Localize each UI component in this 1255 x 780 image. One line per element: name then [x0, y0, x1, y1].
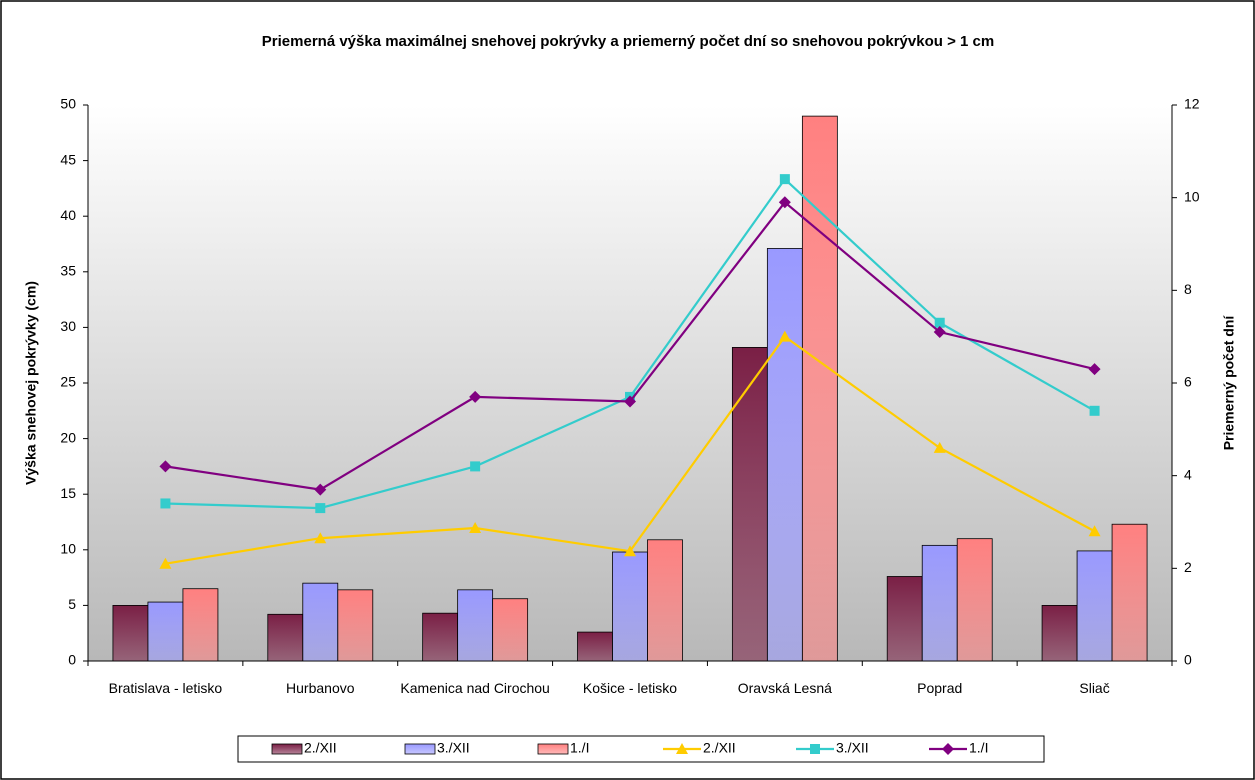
x-tick-label: Hurbanovo	[286, 680, 355, 696]
bar	[147, 601, 184, 662]
chart-title: Priemerná výška maximálnej snehovej pokr…	[262, 33, 994, 50]
legend-label: 2./XII	[304, 740, 337, 756]
x-tick-label: Bratislava - letisko	[108, 680, 223, 696]
point	[1088, 363, 1101, 376]
legend-box	[237, 735, 1045, 763]
x-tick-label: Košice - letisko	[582, 680, 678, 696]
bar	[731, 347, 768, 662]
bar	[182, 588, 219, 662]
y2-tick-label: 6	[1184, 374, 1192, 390]
point	[469, 522, 482, 534]
bar	[302, 582, 339, 662]
y2-tick-label: 8	[1184, 281, 1192, 297]
y-tick-label: 20	[60, 429, 76, 445]
point	[624, 395, 636, 408]
y2-tick-label: 10	[1184, 188, 1200, 204]
point	[778, 196, 791, 209]
y-tick-label: 45	[60, 151, 76, 167]
point	[778, 330, 791, 342]
bar	[267, 613, 304, 662]
y-tick-label: 5	[68, 596, 76, 612]
point	[159, 557, 172, 569]
bar	[457, 589, 494, 662]
legend-swatch	[271, 743, 303, 755]
bar	[422, 612, 459, 662]
point	[933, 441, 946, 453]
point	[624, 545, 636, 557]
bar	[647, 539, 683, 662]
bar	[886, 576, 923, 662]
point	[314, 483, 327, 496]
y-tick-label: 25	[60, 374, 76, 390]
legend-marker	[942, 743, 954, 755]
y-tick-label: 40	[60, 207, 76, 223]
bar	[1111, 523, 1148, 662]
point	[1089, 405, 1100, 416]
x-tick-label: Kamenica nad Cirochou	[400, 680, 550, 696]
y2-tick-label: 12	[1184, 96, 1200, 112]
legend-swatch	[537, 743, 569, 755]
legend-label: 1./I	[969, 740, 988, 756]
point	[934, 317, 945, 328]
point	[469, 390, 482, 403]
legend-label: 2./XII	[703, 740, 736, 756]
y2-tick-label: 4	[1184, 466, 1192, 482]
bar	[337, 589, 374, 662]
point	[160, 498, 171, 509]
x-tick-label: Oravská Lesná	[737, 680, 832, 696]
point	[159, 460, 172, 473]
y-tick-label: 10	[60, 541, 76, 557]
y2-tick-label: 0	[1184, 652, 1192, 668]
bar	[112, 605, 149, 662]
bar	[1076, 550, 1113, 662]
legend-label: 3./XII	[437, 740, 470, 756]
legend-swatch	[404, 743, 436, 755]
y-axis-title: Výška snehovej pokrývky (cm)	[23, 281, 39, 485]
x-tick-label: Sliač	[1079, 680, 1110, 696]
y2-axis-title: Priemerný počet dní	[1221, 315, 1237, 451]
bar	[766, 248, 803, 662]
legend-marker	[676, 743, 688, 754]
bar	[801, 115, 838, 662]
bar	[577, 631, 613, 662]
bar	[956, 538, 993, 662]
point	[314, 532, 327, 544]
y-tick-label: 50	[60, 96, 76, 112]
bar	[921, 544, 958, 662]
point	[1088, 525, 1101, 537]
bar	[1041, 605, 1078, 662]
y-tick-label: 0	[68, 652, 76, 668]
legend-label: 1./I	[570, 740, 589, 756]
y2-tick-label: 2	[1184, 559, 1192, 575]
point	[779, 174, 790, 185]
bar	[492, 598, 529, 662]
x-tick-label: Poprad	[917, 680, 963, 696]
legend-marker	[810, 744, 820, 754]
y-tick-label: 30	[60, 318, 76, 334]
y-tick-label: 35	[60, 263, 76, 279]
point	[470, 461, 481, 472]
point	[933, 326, 946, 339]
point	[315, 503, 326, 514]
bar	[612, 551, 648, 662]
legend-label: 3./XII	[836, 740, 869, 756]
y-tick-label: 15	[60, 485, 76, 501]
